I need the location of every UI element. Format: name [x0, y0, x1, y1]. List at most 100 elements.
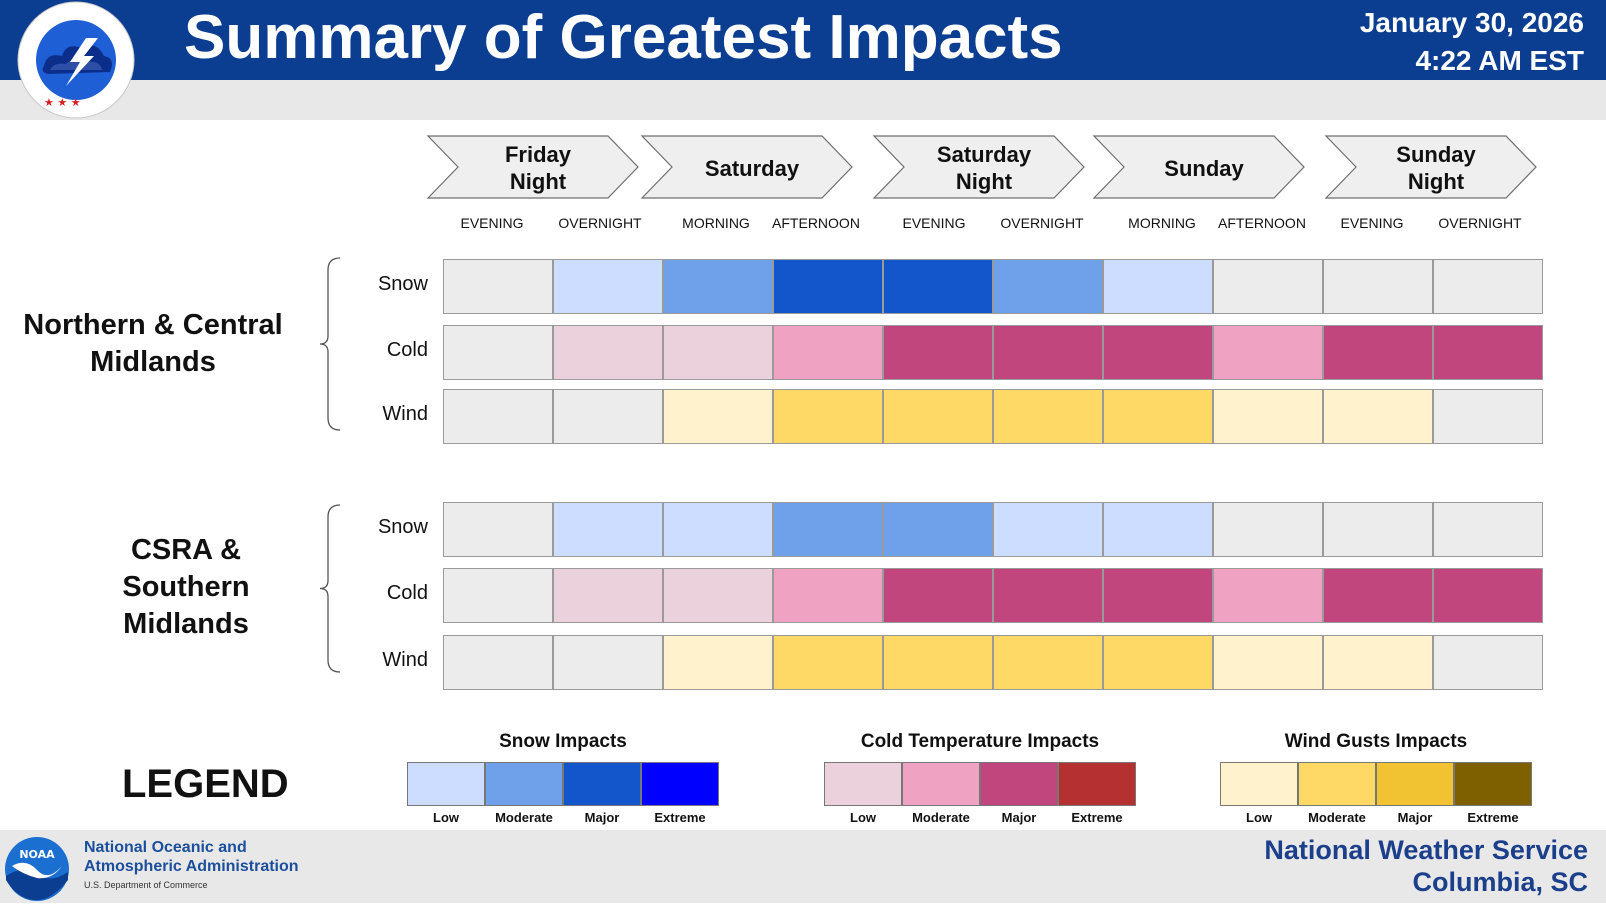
legend-swatch [824, 762, 902, 806]
day-label: Sunday [1124, 155, 1284, 182]
period-label: EVENING [902, 215, 966, 231]
impact-cell [1213, 635, 1323, 690]
legend-heading: Wind Gusts Impacts [1284, 731, 1468, 752]
legend-swatch [1298, 762, 1376, 806]
legend-swatch-label: Low [1246, 810, 1272, 825]
impact-cell [1433, 389, 1543, 444]
legend-heading: Snow Impacts [499, 731, 627, 752]
day-label-line2: Night [955, 169, 1013, 194]
period-label: EVENING [1340, 215, 1404, 231]
legend-swatch-label: Major [1001, 810, 1037, 825]
impact-cell [993, 325, 1103, 380]
impact-cell [773, 325, 883, 380]
impact-cell [553, 502, 663, 557]
region-label: Northern & Central Midlands [8, 307, 298, 381]
region-label-line: Midlands [123, 608, 249, 640]
header-bar [0, 0, 1606, 80]
hazard-label: Snow [377, 516, 428, 538]
nws-office: National Weather Service Columbia, SC [1264, 834, 1588, 898]
header-subbar [0, 80, 1606, 120]
impact-cell [1103, 389, 1213, 444]
impact-cell [1213, 389, 1323, 444]
region-label: CSRA & Southern Midlands [96, 532, 276, 643]
legend-swatch-label: Low [433, 810, 459, 825]
impact-cell [1213, 502, 1323, 557]
legend-swatch-label: Low [850, 810, 876, 825]
impact-cell [773, 389, 883, 444]
nws-logo: ★ ★ ★ [14, 0, 138, 125]
period-label: OVERNIGHT [558, 215, 642, 231]
impact-cell [773, 502, 883, 557]
legend-swatch [980, 762, 1058, 806]
day-label-line2: Night [509, 169, 567, 194]
day-label-line1: Sunday [1164, 156, 1244, 181]
hazard-label: Cold [386, 582, 428, 604]
legend-swatch-label: Major [1397, 810, 1433, 825]
issue-datetime: January 30, 2026 4:22 AM EST [1360, 4, 1584, 80]
region-label-line: CSRA & [130, 534, 242, 566]
legend-swatch [641, 762, 719, 806]
impact-cell [1323, 502, 1433, 557]
day-label-line1: Saturday [936, 142, 1032, 167]
nws-office-line2: Columbia, SC [1412, 867, 1588, 897]
footer-bar [0, 830, 1606, 903]
impact-cell [883, 389, 993, 444]
legend-swatch [902, 762, 980, 806]
impact-cell [1323, 389, 1433, 444]
impact-cell [1103, 568, 1213, 623]
impact-cell [1323, 635, 1433, 690]
day-label-line1: Sunday [1396, 142, 1476, 167]
day-label-line1: Saturday [704, 156, 800, 181]
day-label-line2: Night [1407, 169, 1465, 194]
impact-cell [1323, 325, 1433, 380]
legend-swatch-label: Major [584, 810, 620, 825]
legend-swatch-label: Moderate [495, 810, 553, 825]
day-chevron [872, 135, 1085, 199]
hazard-label: Cold [386, 339, 428, 361]
day-label-line1: Friday [504, 142, 572, 167]
svg-text:★ ★ ★: ★ ★ ★ [44, 96, 81, 109]
day-label: Saturday Night [904, 141, 1064, 195]
day-chevron [1324, 135, 1537, 199]
period-label: MORNING [1128, 215, 1196, 231]
impact-cell [1323, 259, 1433, 314]
impact-cell [553, 389, 663, 444]
impact-cell [883, 325, 993, 380]
impact-cell [883, 635, 993, 690]
legend-swatch-label: Moderate [1308, 810, 1366, 825]
day-chevron [426, 135, 639, 199]
impact-cell [663, 259, 773, 314]
region-label-line: Northern & Central [23, 309, 283, 341]
legend-swatch [1454, 762, 1532, 806]
impact-cell [1213, 325, 1323, 380]
hazard-label: Snow [377, 273, 428, 295]
impact-cell [993, 502, 1103, 557]
impact-cell [993, 259, 1103, 314]
impact-cell [1433, 502, 1543, 557]
impact-cell [773, 635, 883, 690]
impact-cell [553, 568, 663, 623]
impact-cell [1103, 259, 1213, 314]
hazard-label: Wind [382, 403, 428, 425]
impact-cell [443, 325, 553, 380]
noaa-name-line2: Atmospheric Administration [84, 858, 299, 875]
day-label: Friday Night [458, 141, 618, 195]
period-label: AFTERNOON [1218, 215, 1306, 231]
noaa-name: National Oceanic and Atmospheric Adminis… [84, 838, 299, 876]
legend-swatch-label: Extreme [1467, 810, 1519, 825]
impact-cell [1433, 568, 1543, 623]
impact-cell [883, 502, 993, 557]
impact-cell [993, 389, 1103, 444]
period-label: EVENING [460, 215, 524, 231]
period-label: OVERNIGHT [1000, 215, 1084, 231]
impact-cell [993, 568, 1103, 623]
day-chevron [640, 135, 853, 199]
noaa-department: U.S. Department of Commerce [84, 880, 208, 890]
region-label-line: Southern [122, 571, 250, 603]
legend-swatch-label: Extreme [1071, 810, 1123, 825]
impact-cell [773, 568, 883, 623]
impact-cell [663, 389, 773, 444]
impact-cell [1323, 568, 1433, 623]
impact-cell [993, 635, 1103, 690]
